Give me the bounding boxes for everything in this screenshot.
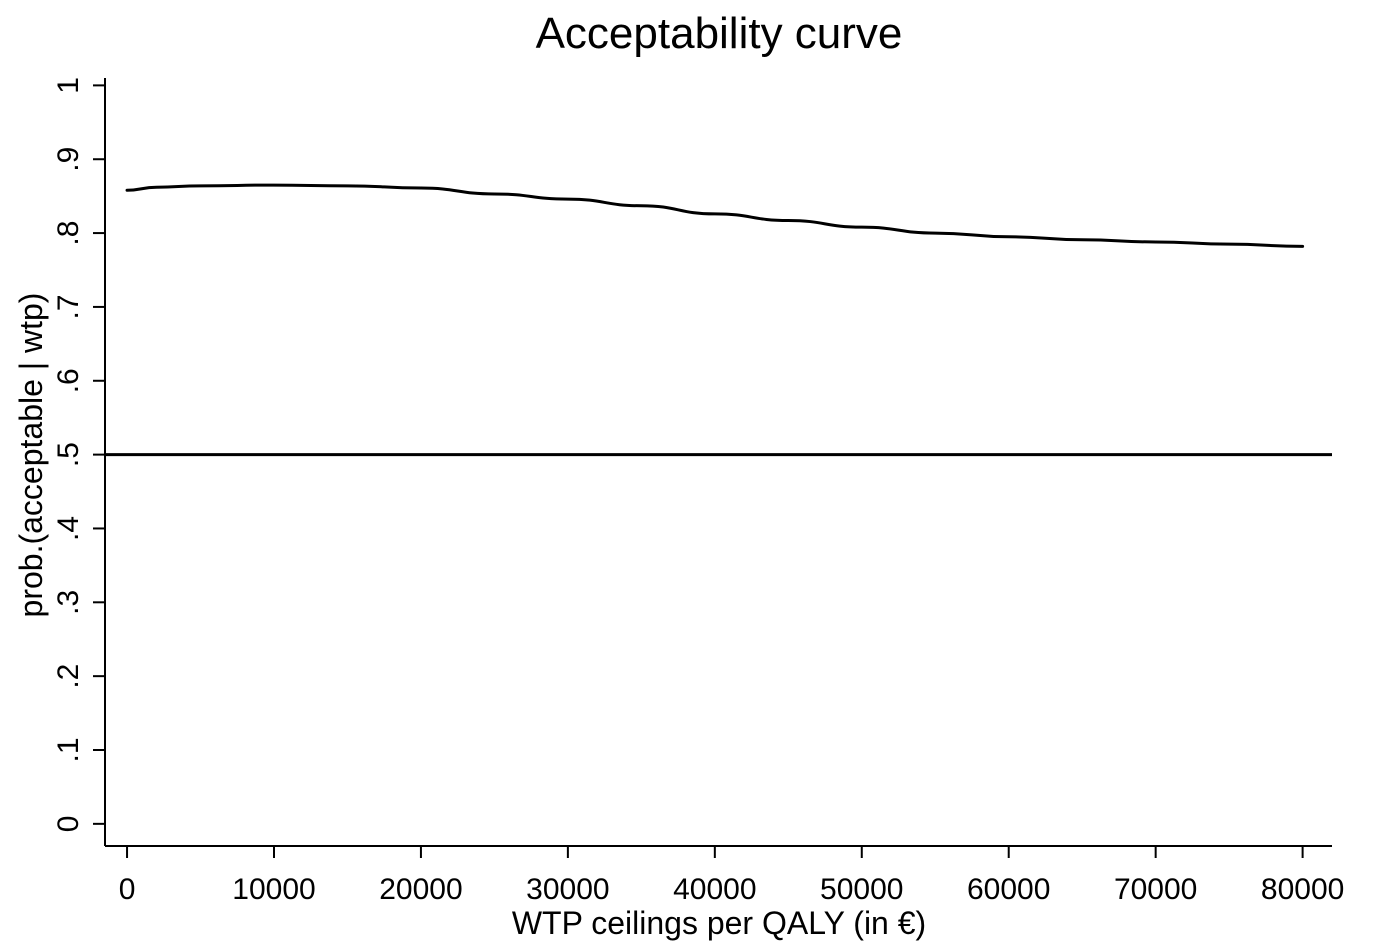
- y-tick-label: .8: [52, 221, 85, 246]
- y-tick-label: .4: [52, 516, 85, 541]
- x-tick-label: 80000: [1261, 873, 1344, 906]
- x-tick-label: 20000: [379, 873, 462, 906]
- curve-data-point: [199, 184, 202, 187]
- y-tick-label: .5: [52, 442, 85, 467]
- y-tick-label: .7: [52, 294, 85, 319]
- curve-data-point: [1228, 243, 1231, 246]
- y-tick-label: .3: [52, 590, 85, 615]
- chart-title: Acceptability curve: [536, 9, 903, 58]
- y-axis-ticks: 0 .1 .2 .3 .4 .5 .6 .7 .8 .9 1: [52, 77, 105, 832]
- curve-data-point: [1081, 238, 1084, 241]
- curve-data-point: [1154, 240, 1157, 243]
- curve-data-point: [155, 186, 158, 189]
- curve-data-point: [346, 184, 349, 187]
- y-tick-label: .9: [52, 147, 85, 172]
- x-axis-ticks: 0 10000 20000 30000 40000 50000 60000 70000 8000…: [119, 846, 1344, 906]
- curve-data-point: [934, 232, 937, 235]
- curve-data-point: [126, 189, 129, 192]
- x-tick-label: 40000: [673, 873, 756, 906]
- curve-data-point: [640, 204, 643, 207]
- y-tick-label: .6: [52, 368, 85, 393]
- y-tick-label: 1: [52, 77, 85, 94]
- curve-data-point: [493, 192, 496, 195]
- curve-data-point: [419, 187, 422, 190]
- curve-data-point: [1301, 245, 1304, 248]
- y-tick-label: .2: [52, 664, 85, 689]
- y-axis-label: prob.(acceptable | wtp): [13, 293, 49, 618]
- x-tick-label: 30000: [526, 873, 609, 906]
- curve-data-point: [713, 212, 716, 215]
- x-tick-label: 10000: [232, 873, 315, 906]
- curve-data-point: [566, 198, 569, 201]
- curve-data-point: [1007, 235, 1010, 238]
- x-tick-label: 60000: [967, 873, 1050, 906]
- x-tick-label: 0: [119, 873, 136, 906]
- curve-data-point: [787, 219, 790, 222]
- acceptability-curve-points: [126, 184, 1305, 248]
- y-tick-label: .1: [52, 737, 85, 762]
- acceptability-curve-line: [125, 183, 1305, 248]
- y-tick-label: 0: [52, 816, 85, 833]
- curve-data-point: [272, 184, 275, 187]
- x-axis-label: WTP ceilings per QALY (in €): [512, 905, 926, 941]
- x-tick-label: 70000: [1114, 873, 1197, 906]
- x-tick-label: 50000: [820, 873, 903, 906]
- curve-data-point: [860, 226, 863, 229]
